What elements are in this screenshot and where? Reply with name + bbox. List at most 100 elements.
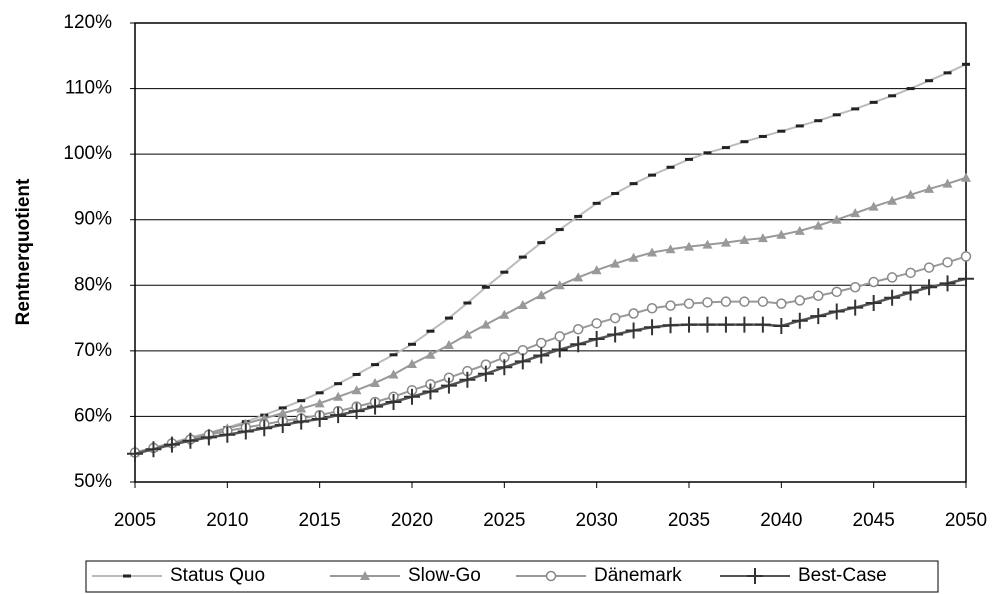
- marker: [422, 383, 439, 400]
- marker: [646, 302, 658, 314]
- marker: [425, 349, 436, 359]
- marker: [591, 265, 602, 275]
- marker: [256, 420, 273, 437]
- marker: [443, 339, 454, 349]
- marker: [296, 403, 307, 413]
- marker: [407, 358, 417, 368]
- marker: [367, 398, 384, 415]
- marker: [554, 280, 565, 290]
- marker: [777, 129, 786, 133]
- y-tick-label: 50%: [74, 471, 112, 492]
- marker: [182, 432, 199, 449]
- marker: [902, 284, 919, 301]
- marker: [665, 244, 676, 254]
- marker: [831, 214, 842, 224]
- marker: [740, 140, 749, 144]
- marker: [127, 445, 143, 462]
- series-line: [134, 277, 967, 456]
- x-tick-label: 2040: [760, 510, 802, 531]
- marker: [609, 312, 621, 324]
- x-tick-label: 2010: [206, 510, 248, 531]
- marker: [923, 262, 935, 273]
- marker: [426, 329, 435, 333]
- marker: [333, 391, 344, 401]
- marker: [942, 178, 953, 188]
- marker: [791, 312, 808, 329]
- marker: [545, 570, 557, 582]
- marker: [849, 282, 861, 293]
- marker: [961, 172, 971, 182]
- marker: [444, 316, 453, 320]
- marker: [757, 296, 769, 307]
- marker: [758, 134, 767, 138]
- marker: [747, 568, 763, 584]
- series: [129, 251, 972, 458]
- marker: [776, 298, 787, 309]
- marker: [330, 407, 347, 424]
- marker: [551, 341, 568, 358]
- marker: [628, 308, 639, 319]
- marker: [477, 365, 494, 382]
- marker: [683, 298, 695, 309]
- marker: [200, 429, 217, 446]
- marker: [536, 290, 547, 300]
- marker: [314, 398, 325, 408]
- marker: [795, 124, 804, 128]
- marker: [500, 270, 509, 274]
- y-tick-label: 120%: [63, 12, 112, 33]
- marker: [555, 228, 564, 232]
- legend-label: Best-Case: [798, 565, 887, 586]
- marker: [924, 183, 935, 193]
- marker: [554, 331, 565, 342]
- marker: [962, 62, 970, 66]
- marker: [278, 406, 287, 410]
- marker: [352, 372, 361, 376]
- marker: [648, 173, 657, 177]
- marker: [628, 252, 639, 262]
- marker: [496, 359, 513, 376]
- marker: [757, 233, 768, 243]
- marker: [884, 289, 901, 306]
- plot-frame: [134, 22, 967, 483]
- x-tick-label: 2030: [576, 510, 618, 531]
- marker: [702, 239, 713, 249]
- marker: [832, 113, 841, 117]
- marker: [754, 316, 771, 333]
- marker: [514, 353, 531, 370]
- x-tick-label: 2020: [391, 510, 433, 531]
- marker: [219, 426, 236, 443]
- marker: [925, 79, 934, 83]
- x-tick-label: 2045: [853, 510, 895, 531]
- marker: [720, 296, 732, 307]
- marker: [517, 299, 528, 309]
- marker: [533, 347, 550, 364]
- marker: [921, 279, 938, 296]
- series-line: [134, 255, 967, 454]
- marker: [865, 294, 882, 311]
- marker: [681, 316, 697, 333]
- marker: [685, 157, 693, 161]
- marker: [739, 296, 750, 307]
- marker: [371, 363, 380, 367]
- marker: [408, 342, 416, 346]
- marker: [163, 436, 180, 453]
- marker: [274, 416, 291, 433]
- x-tick-label: 2035: [668, 510, 710, 531]
- marker: [570, 336, 587, 353]
- series-line: [134, 63, 967, 454]
- marker: [518, 255, 527, 259]
- marker: [481, 285, 490, 289]
- series: [130, 172, 971, 457]
- y-axis-title: Rentnerquotient: [13, 178, 34, 325]
- marker: [720, 237, 731, 247]
- marker: [943, 71, 952, 75]
- marker: [388, 369, 399, 379]
- marker: [905, 189, 916, 199]
- marker: [611, 191, 620, 195]
- marker: [462, 329, 473, 339]
- series: [131, 62, 970, 454]
- marker: [905, 267, 916, 279]
- marker: [573, 272, 584, 282]
- marker: [847, 299, 864, 316]
